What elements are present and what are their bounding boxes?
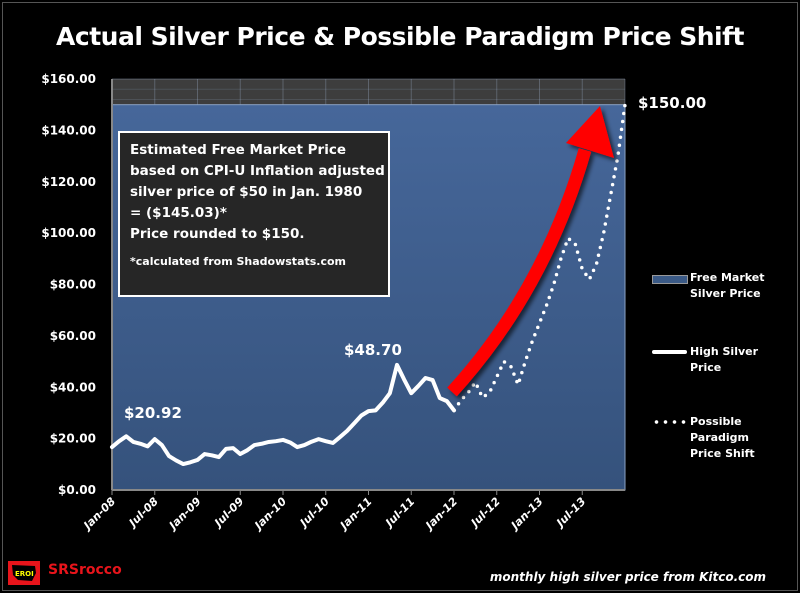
x-tick-label: Jan-09 bbox=[165, 495, 204, 534]
eroi-logo: EROI bbox=[8, 561, 40, 585]
note-line: silver price of $50 in Jan. 1980 bbox=[130, 184, 363, 200]
note-line: = ($145.03)* bbox=[130, 205, 227, 221]
x-tick-label: Jan-11 bbox=[336, 495, 374, 533]
x-tick-label: Jan-10 bbox=[251, 495, 290, 534]
x-tick-label: Jul-13 bbox=[553, 495, 589, 531]
legend-item-high-silver: High Silver Price bbox=[690, 345, 759, 374]
x-tick-label: Jan-08 bbox=[80, 495, 119, 534]
y-tick-label: $20.00 bbox=[50, 432, 96, 446]
legend-swatch-area bbox=[652, 275, 688, 284]
y-tick-label: $0.00 bbox=[58, 483, 96, 497]
note-line: Price rounded to $150. bbox=[130, 226, 305, 242]
x-tick-label: Jul-12 bbox=[467, 495, 503, 531]
y-tick-label: $160.00 bbox=[41, 72, 96, 86]
red-arrow bbox=[447, 106, 614, 397]
high-silver-price-line bbox=[110, 362, 456, 467]
note-footnote: *calculated from Shadowstats.com bbox=[130, 255, 347, 268]
paradigm-price-shift-line bbox=[452, 102, 627, 413]
x-tick-label: Jul-11 bbox=[382, 495, 418, 531]
note-box: Estimated Free Market Price based on CPI… bbox=[118, 131, 390, 297]
x-tick-label: Jul-09 bbox=[211, 495, 247, 531]
legend-swatch-dotted bbox=[652, 420, 687, 424]
note-line: based on CPI-U Inflation adjusted bbox=[130, 163, 385, 179]
x-tick-label: Jul-08 bbox=[125, 495, 161, 531]
note-line: Estimated Free Market Price bbox=[130, 142, 346, 158]
label-150: $150.00 bbox=[638, 94, 706, 112]
legend-item-free-market: Free Market Silver Price bbox=[690, 271, 765, 300]
x-tick-label: Jul-10 bbox=[296, 495, 332, 531]
y-tick-label: $120.00 bbox=[41, 175, 96, 189]
x-tick-label: Jan-13 bbox=[507, 495, 546, 534]
label-2092: $20.92 bbox=[124, 404, 182, 422]
x-tick-label: Jan-12 bbox=[422, 495, 461, 534]
source-note: monthly high silver price from Kitco.com bbox=[489, 570, 766, 584]
brand-name: SRSrocco bbox=[48, 562, 122, 578]
chart-title: Actual Silver Price & Possible Paradigm … bbox=[56, 22, 744, 51]
legend-item-paradigm: Possible Paradigm Price Shift bbox=[690, 415, 755, 460]
y-tick-label: $80.00 bbox=[50, 278, 96, 292]
y-tick-label: $100.00 bbox=[41, 226, 96, 240]
label-4870: $48.70 bbox=[344, 341, 402, 359]
y-tick-label: $40.00 bbox=[50, 380, 96, 394]
svg-text:EROI: EROI bbox=[15, 570, 34, 578]
legend-swatch-line bbox=[652, 350, 687, 354]
y-tick-label: $60.00 bbox=[50, 329, 96, 343]
y-tick-label: $140.00 bbox=[41, 123, 96, 137]
